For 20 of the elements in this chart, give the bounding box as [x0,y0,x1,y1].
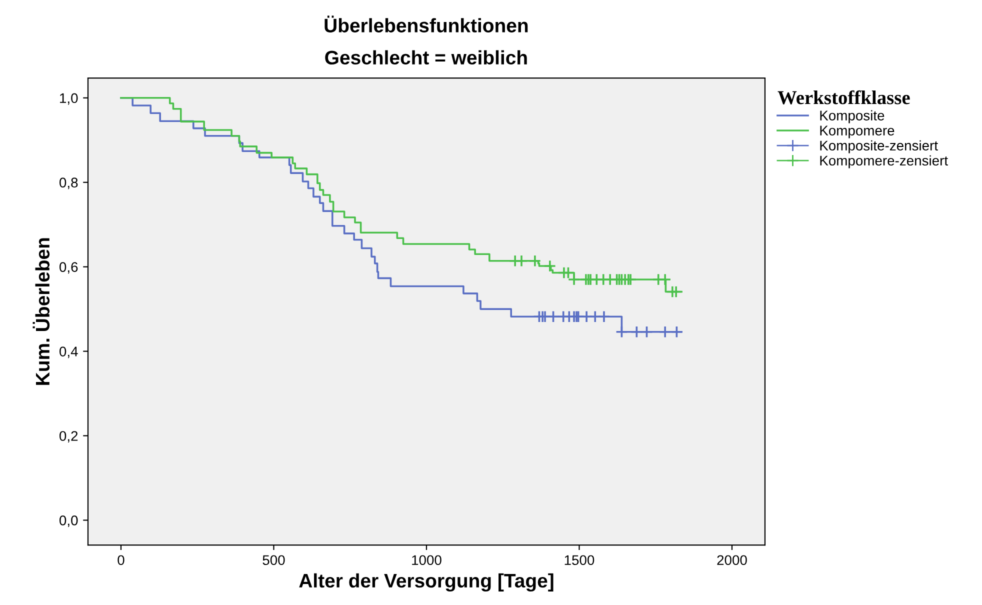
x-tick-label: 1500 [564,555,594,566]
x-tick-label: 500 [262,555,285,566]
chart-subtitle: Geschlecht = weiblich [325,50,527,65]
legend-label: Kompomere [820,126,894,138]
y-tick-label: 0,2 [60,431,78,443]
y-tick-label: 0,6 [60,262,78,274]
y-axis-title: Kum. Überleben [32,238,50,385]
legend-label: Komposite-zensiert [820,140,938,154]
x-tick-label: 0 [118,555,124,566]
legend-label: Komposite [820,110,884,124]
y-tick-label: 0,4 [60,346,78,358]
legend-label: Kompomere-zensiert [820,155,948,168]
chart-title: Überlebensfunktionen [324,16,528,32]
legend-title: Werkstoffklasse [778,90,910,104]
y-tick-label: 0,8 [60,178,78,190]
y-tick-label: 1,0 [60,93,78,105]
x-axis-title: Alter der Versorgung [Tage] [299,573,554,592]
x-tick-label: 2000 [717,555,747,566]
x-tick-label: 1000 [412,555,442,566]
y-tick-label: 0,0 [60,516,78,527]
